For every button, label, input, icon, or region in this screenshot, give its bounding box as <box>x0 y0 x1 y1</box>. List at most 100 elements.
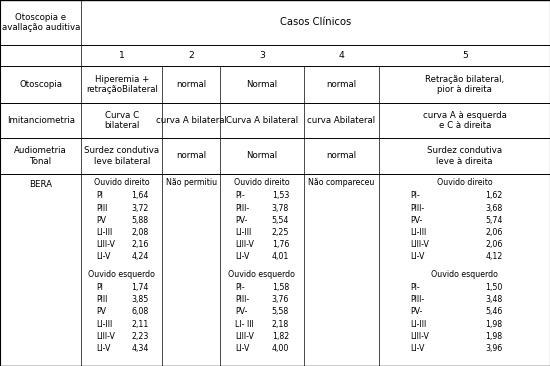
Text: Ouvido esquerdo: Ouvido esquerdo <box>431 270 498 279</box>
Text: 3,78: 3,78 <box>272 203 289 213</box>
Text: normal: normal <box>176 80 206 89</box>
Text: curva A à esquerda
e C à direita: curva A à esquerda e C à direita <box>423 111 507 130</box>
Text: 1: 1 <box>119 51 125 60</box>
Text: Retração bilateral,
pior à direita: Retração bilateral, pior à direita <box>425 75 504 94</box>
Text: LI-III: LI-III <box>410 320 426 329</box>
Text: Curva A bilateral: Curva A bilateral <box>226 116 298 125</box>
Text: 2,08: 2,08 <box>131 228 149 237</box>
Text: PV-: PV- <box>410 216 422 225</box>
Text: 1,74: 1,74 <box>131 283 149 292</box>
Text: 5: 5 <box>462 51 468 60</box>
Text: Normal: Normal <box>246 80 277 89</box>
Text: 4: 4 <box>339 51 344 60</box>
Text: PI-: PI- <box>235 283 245 292</box>
Text: 1,53: 1,53 <box>272 191 289 201</box>
Text: Ouvido direito: Ouvido direito <box>94 178 150 187</box>
Text: 2,06: 2,06 <box>485 240 503 249</box>
Text: 2,11: 2,11 <box>131 320 149 329</box>
Text: PV-: PV- <box>410 307 422 317</box>
Text: curva Abilateral: curva Abilateral <box>307 116 376 125</box>
Text: normal: normal <box>327 80 356 89</box>
Text: PIII: PIII <box>96 295 107 305</box>
Text: PI: PI <box>96 191 103 201</box>
Text: PI-: PI- <box>410 191 420 201</box>
Text: PI: PI <box>96 283 103 292</box>
Text: PIII-: PIII- <box>410 295 425 305</box>
Text: 1,50: 1,50 <box>485 283 503 292</box>
Text: Surdez condutiva
leve bilateral: Surdez condutiva leve bilateral <box>84 146 160 166</box>
Text: PIII: PIII <box>96 203 107 213</box>
Text: LIII-V: LIII-V <box>235 332 254 341</box>
Text: normal: normal <box>327 152 356 160</box>
Text: Ouvido direito: Ouvido direito <box>234 178 290 187</box>
Text: 5,58: 5,58 <box>272 307 289 317</box>
Text: 2,25: 2,25 <box>272 228 289 237</box>
Text: LI-III: LI-III <box>410 228 426 237</box>
Text: Curva C
bilateral: Curva C bilateral <box>104 111 140 130</box>
Text: LI- III: LI- III <box>235 320 254 329</box>
Text: LI-V: LI-V <box>235 252 249 261</box>
Text: PI-: PI- <box>235 191 245 201</box>
Text: LI-III: LI-III <box>96 320 112 329</box>
Text: Surdez condutiva
leve à direita: Surdez condutiva leve à direita <box>427 146 502 166</box>
Text: 3,68: 3,68 <box>485 203 503 213</box>
Text: curva A bilateral: curva A bilateral <box>156 116 227 125</box>
Text: 3,72: 3,72 <box>131 203 149 213</box>
Text: 1,58: 1,58 <box>272 283 289 292</box>
Text: 1,64: 1,64 <box>131 191 149 201</box>
Text: 3,96: 3,96 <box>485 344 503 353</box>
Text: Otoscopia: Otoscopia <box>19 80 62 89</box>
Text: Audiometria
Tonal: Audiometria Tonal <box>14 146 67 166</box>
Text: LIII-V: LIII-V <box>96 240 115 249</box>
Text: Não compareceu: Não compareceu <box>309 178 375 187</box>
Text: Não permitiu: Não permitiu <box>166 178 217 187</box>
Text: LI-V: LI-V <box>410 252 425 261</box>
Text: PIII-: PIII- <box>410 203 425 213</box>
Text: BERA: BERA <box>29 180 52 189</box>
Text: PV: PV <box>96 307 106 317</box>
Text: LIII-V: LIII-V <box>235 240 254 249</box>
Text: LI-III: LI-III <box>235 228 251 237</box>
Text: Casos Clínicos: Casos Clínicos <box>280 17 351 27</box>
Text: PV: PV <box>96 216 106 225</box>
Text: 5,46: 5,46 <box>485 307 503 317</box>
Text: LI-V: LI-V <box>235 344 249 353</box>
Text: 5,88: 5,88 <box>131 216 148 225</box>
Text: PIII-: PIII- <box>235 295 249 305</box>
Text: PIII-: PIII- <box>235 203 249 213</box>
Text: 4,00: 4,00 <box>272 344 289 353</box>
Text: LI-III: LI-III <box>96 228 112 237</box>
Text: LIII-V: LIII-V <box>96 332 115 341</box>
Text: 2,16: 2,16 <box>131 240 149 249</box>
Text: 5,74: 5,74 <box>485 216 503 225</box>
Text: Ouvido direito: Ouvido direito <box>437 178 493 187</box>
Text: 2,18: 2,18 <box>272 320 289 329</box>
Text: 5,54: 5,54 <box>272 216 289 225</box>
Text: 6,08: 6,08 <box>131 307 149 317</box>
Text: 1,98: 1,98 <box>485 320 502 329</box>
Text: 1,98: 1,98 <box>485 332 502 341</box>
Text: 4,01: 4,01 <box>272 252 289 261</box>
Text: normal: normal <box>176 152 206 160</box>
Text: 1,76: 1,76 <box>272 240 289 249</box>
Text: 2,23: 2,23 <box>131 332 149 341</box>
Text: LI-V: LI-V <box>96 344 111 353</box>
Text: LIII-V: LIII-V <box>410 332 429 341</box>
Text: Imitanciometria: Imitanciometria <box>7 116 75 125</box>
Text: 3,76: 3,76 <box>272 295 289 305</box>
Text: 4,12: 4,12 <box>485 252 503 261</box>
Text: PV-: PV- <box>235 307 248 317</box>
Text: Ouvido esquerdo: Ouvido esquerdo <box>89 270 155 279</box>
Text: Normal: Normal <box>246 152 277 160</box>
Text: PV-: PV- <box>235 216 248 225</box>
Text: 4,24: 4,24 <box>131 252 149 261</box>
Text: Hiperemia +
retraçãoBilateral: Hiperemia + retraçãoBilateral <box>86 75 158 94</box>
Text: Otoscopia e
avallação auditiva: Otoscopia e avallação auditiva <box>2 12 80 32</box>
Text: 1,62: 1,62 <box>485 191 503 201</box>
Text: PI-: PI- <box>410 283 420 292</box>
Text: 2,06: 2,06 <box>485 228 503 237</box>
Text: 2: 2 <box>188 51 194 60</box>
Text: LI-V: LI-V <box>410 344 425 353</box>
Text: LI-V: LI-V <box>96 252 111 261</box>
Text: 3,48: 3,48 <box>485 295 503 305</box>
